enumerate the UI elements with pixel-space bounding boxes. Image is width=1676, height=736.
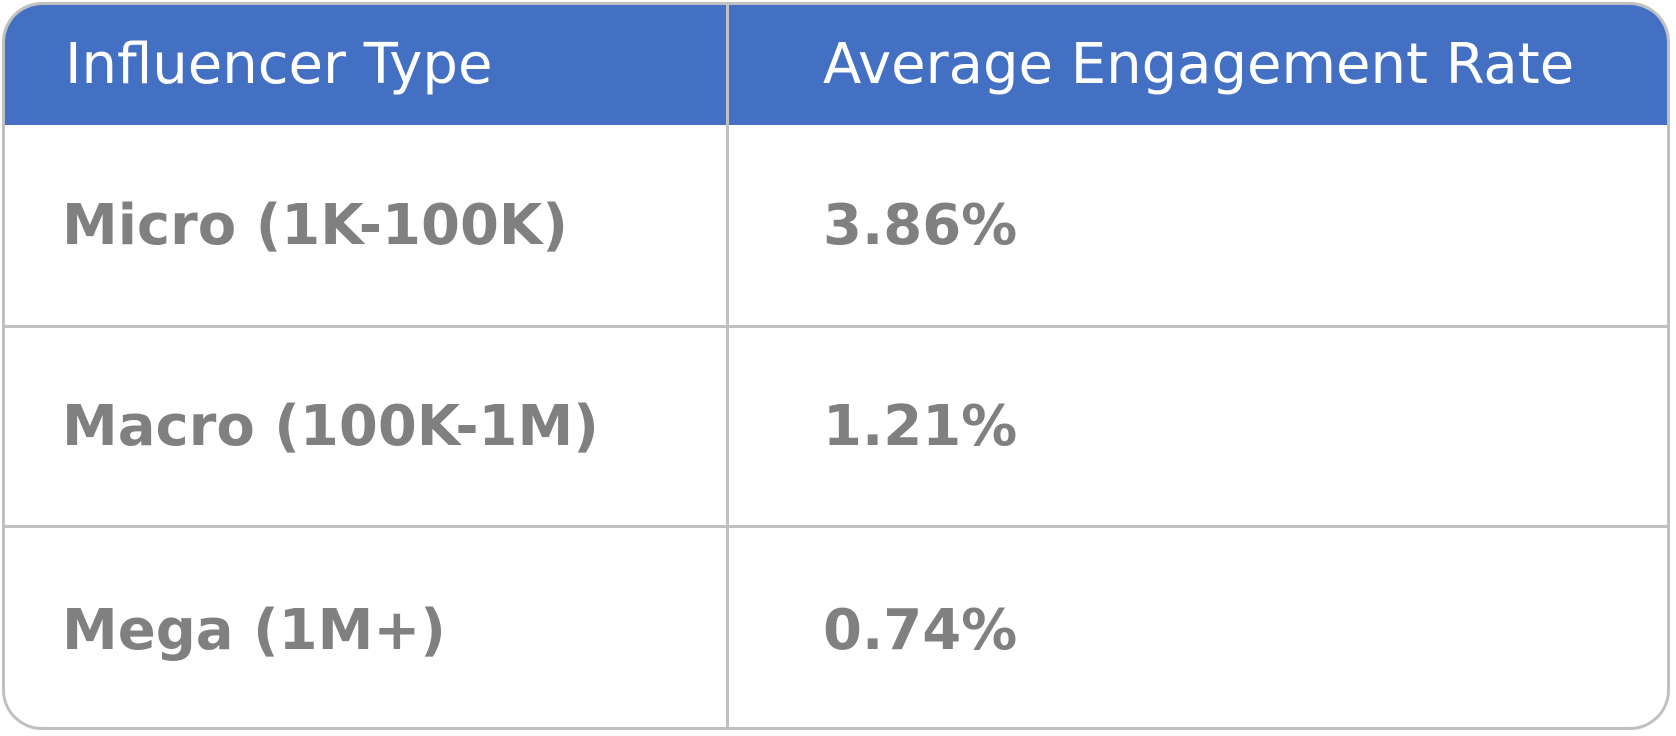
engagement-rate-cell: 3.86% <box>823 192 1018 258</box>
table-header-row: Influencer Type Average Engagement Rate <box>5 5 1667 125</box>
table-row: Macro (100K-1M) 1.21% <box>5 328 1667 525</box>
row-divider <box>5 325 1667 328</box>
column-header-average-engagement-rate: Average Engagement Rate <box>823 32 1575 97</box>
table-row: Micro (1K-100K) 3.86% <box>5 125 1667 325</box>
influencer-type-cell: Mega (1M+) <box>62 598 446 663</box>
influencer-type-cell: Micro (1K-100K) <box>62 192 568 258</box>
column-divider <box>726 5 729 727</box>
influencer-type-cell: Macro (100K-1M) <box>62 394 599 459</box>
row-divider <box>5 525 1667 528</box>
column-header-influencer-type: Influencer Type <box>65 32 493 97</box>
engagement-rate-cell: 1.21% <box>823 394 1018 459</box>
table-row: Mega (1M+) 0.74% <box>5 528 1667 727</box>
engagement-rate-cell: 0.74% <box>823 598 1018 663</box>
